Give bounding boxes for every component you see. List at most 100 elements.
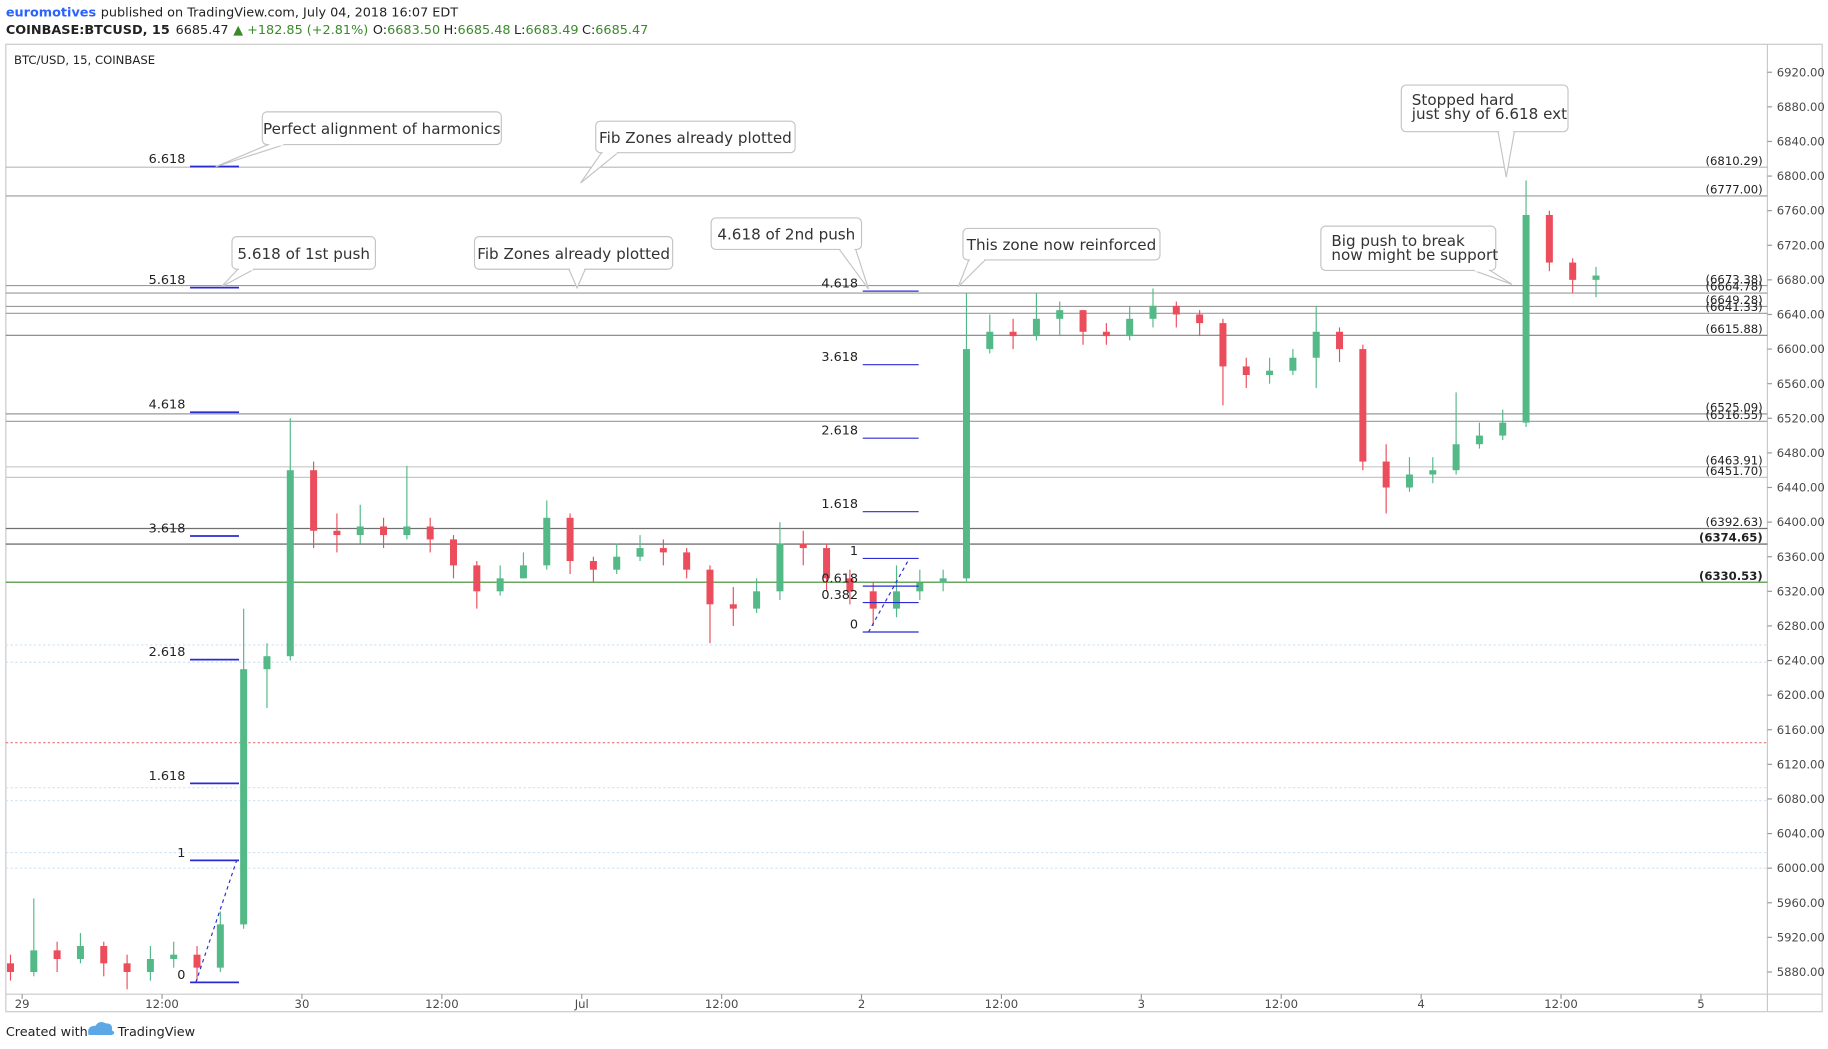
fib-trend <box>195 860 238 983</box>
candle-body <box>146 959 154 972</box>
candle-body <box>916 582 924 592</box>
candle-body <box>729 604 737 609</box>
y-tick-label: 6720.00 <box>1777 238 1825 252</box>
candle-body <box>450 539 457 566</box>
zone-label: (6516.55) <box>1705 408 1762 422</box>
ohlc-value: 6685.47 <box>595 23 648 38</box>
callout-pointer <box>568 269 586 290</box>
fib-ratio: 1.618 <box>149 769 186 784</box>
y-tick-label: 5960.00 <box>1777 896 1825 910</box>
change: ▲ +182.85 (+2.81%) <box>233 23 368 38</box>
y-tick-label: 5920.00 <box>1777 930 1825 944</box>
callout-box <box>1320 225 1497 271</box>
callout-box <box>261 111 502 146</box>
candle-body <box>1312 331 1320 358</box>
zone-label: (6451.70) <box>1705 464 1762 478</box>
x-tick-label: 12:00 <box>985 997 1019 1011</box>
fib-ratio: 4.618 <box>149 398 186 413</box>
candle-body <box>1102 331 1110 337</box>
header-line-1: euromotives published on TradingView.com,… <box>6 5 458 20</box>
zone-label: (6673.38) <box>1705 272 1762 286</box>
symbol: COINBASE:BTCUSD, 15 <box>6 23 170 38</box>
callout-box <box>595 120 796 154</box>
candle-body <box>683 552 691 570</box>
candle-body <box>426 526 434 540</box>
candle-body <box>1499 422 1507 436</box>
x-tick-label: 12:00 <box>1264 997 1298 1011</box>
callout-text: Fib Zones already plotted <box>599 129 792 147</box>
ohlc-label: C: <box>582 23 595 38</box>
candle-body <box>613 556 621 570</box>
callout-pointer <box>957 259 986 288</box>
candle-body <box>170 954 178 960</box>
candle-body <box>636 548 644 557</box>
y-tick-label: 6560.00 <box>1777 377 1825 391</box>
candle-body <box>1359 349 1367 462</box>
candle-body <box>123 963 131 972</box>
callout-pointer <box>580 152 619 184</box>
candle-body <box>1219 323 1227 367</box>
candle-body <box>333 530 341 536</box>
zone-label: (6810.29) <box>1705 154 1762 168</box>
fib-ratio: 4.618 <box>821 277 858 292</box>
candle-body <box>1545 214 1553 263</box>
candle-body <box>356 526 364 536</box>
candle-body <box>776 543 784 592</box>
published: published on TradingView.com, July 04, 2… <box>101 5 458 20</box>
callout-text: Big push to break <box>1331 232 1465 250</box>
y-tick-label: 6480.00 <box>1777 446 1825 460</box>
callout-text: Fib Zones already plotted <box>477 245 670 263</box>
callout-pointer <box>838 249 870 290</box>
x-tick-label: 12:00 <box>1544 997 1578 1011</box>
callout-box <box>710 217 863 251</box>
candle-body <box>1289 357 1297 371</box>
y-tick-label: 6160.00 <box>1777 723 1825 737</box>
y-tick-label: 6840.00 <box>1777 135 1825 149</box>
fib-ratio: 6.618 <box>149 152 186 167</box>
candle-body <box>1429 470 1437 475</box>
candle-body <box>240 669 248 925</box>
zone-label: (6615.88) <box>1705 322 1762 336</box>
candle-body <box>1242 366 1250 376</box>
zone-label: (6649.28) <box>1705 293 1762 307</box>
ohlc-value: 6683.49 <box>526 23 579 38</box>
y-tick-label: 6040.00 <box>1777 827 1825 841</box>
candle-body <box>1196 314 1204 324</box>
zone-label: (6777.00) <box>1705 183 1762 197</box>
fib-ratio: 5.618 <box>149 273 186 288</box>
ohlc-label: H: <box>444 23 458 38</box>
author: euromotives <box>6 5 97 20</box>
candle-body <box>380 526 388 536</box>
callout-pointer <box>221 268 255 288</box>
y-tick-label: 6000.00 <box>1777 861 1825 875</box>
candle-body <box>263 656 271 670</box>
candle-body <box>310 470 318 531</box>
ohlc-label: O: <box>373 23 387 38</box>
candle-body <box>1382 461 1390 488</box>
candle-body <box>1079 310 1087 332</box>
candle-body <box>1452 444 1460 471</box>
fib-ratio: 0 <box>177 968 185 983</box>
x-tick-label: 12:00 <box>425 997 459 1011</box>
candle-body <box>1149 305 1157 319</box>
fib-ratio: 0.382 <box>821 588 858 603</box>
fib-ratio: 0.618 <box>821 572 858 587</box>
y-tick-label: 6280.00 <box>1777 619 1825 633</box>
candle-body <box>286 470 294 657</box>
x-tick-label: 30 <box>295 997 310 1011</box>
candle-body <box>986 331 994 350</box>
y-tick-label: 6640.00 <box>1777 308 1825 322</box>
candle-body <box>753 591 761 609</box>
zone-label: (6392.63) <box>1705 515 1762 529</box>
last-price: 6685.47 <box>176 23 229 38</box>
candle-body <box>1266 370 1274 376</box>
callout-pointer <box>215 143 285 168</box>
candle-body <box>1172 305 1180 315</box>
callout-text: 5.618 of 1st push <box>237 245 370 263</box>
x-tick-label: 3 <box>1138 997 1145 1011</box>
y-tick-label: 6200.00 <box>1777 688 1825 702</box>
candle-body <box>1032 318 1040 337</box>
plot: (6810.29)(6777.00)(6673.38)(6664.78)(664… <box>5 152 1768 990</box>
fib-ratio: 3.618 <box>821 350 858 365</box>
y-tick-label: 6880.00 <box>1777 100 1825 114</box>
